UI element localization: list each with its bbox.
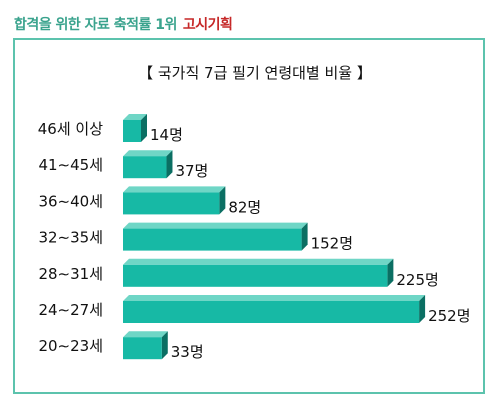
bar-top-2 [123, 186, 226, 193]
bar-0 [123, 120, 141, 142]
category-label-6: 20∼23세 [38, 337, 103, 355]
header-slogan: 합격을 위한 자료 축적률 1위 고시기획 [14, 14, 233, 34]
value-label-5: 252명 [428, 307, 470, 325]
bar-side-5 [419, 295, 426, 323]
category-label-2: 36∼40세 [38, 192, 103, 210]
category-label-4: 28∼31세 [38, 265, 103, 283]
bar-top-1 [123, 150, 173, 157]
value-label-3: 152명 [311, 235, 353, 253]
category-label-1: 41∼45세 [38, 156, 103, 174]
bar-side-3 [301, 222, 308, 251]
chart-title: 【 국가직 7급 필기 연령대별 비율 】 [138, 64, 372, 82]
value-label-6: 33명 [171, 343, 204, 361]
bar-side-4 [387, 258, 394, 287]
value-label-1: 37명 [175, 162, 208, 180]
bar-side-0 [141, 114, 147, 142]
bar-2 [123, 192, 220, 215]
bar-top-0 [123, 114, 147, 120]
bar-top-5 [123, 295, 426, 301]
bar-5 [123, 301, 420, 323]
bar-6 [123, 337, 162, 360]
slogan-text: 합격을 위한 자료 축적률 1위 [14, 17, 177, 33]
bar-top-3 [123, 222, 308, 229]
bar-side-1 [166, 150, 173, 179]
bar-top-6 [123, 331, 168, 338]
value-label-0: 14명 [150, 126, 183, 144]
bar-side-6 [161, 331, 168, 360]
bar-side-2 [219, 186, 226, 215]
bars-group: 46세 이상 14명 41∼45세 37명 36∼40세 82명 32∼35세 152명 28∼… [38, 114, 471, 361]
bar-4 [123, 264, 388, 287]
bar-3 [123, 228, 302, 251]
category-label-3: 32∼35세 [38, 229, 103, 247]
category-label-5: 24∼27세 [38, 301, 103, 319]
value-label-2: 82명 [228, 198, 261, 216]
bar-1 [123, 156, 167, 179]
chart-frame [13, 38, 485, 394]
category-label-0: 46세 이상 [38, 120, 103, 138]
value-label-4: 225명 [396, 271, 438, 289]
brand-name: 고시기획 [182, 17, 233, 33]
bar-top-4 [123, 258, 394, 265]
